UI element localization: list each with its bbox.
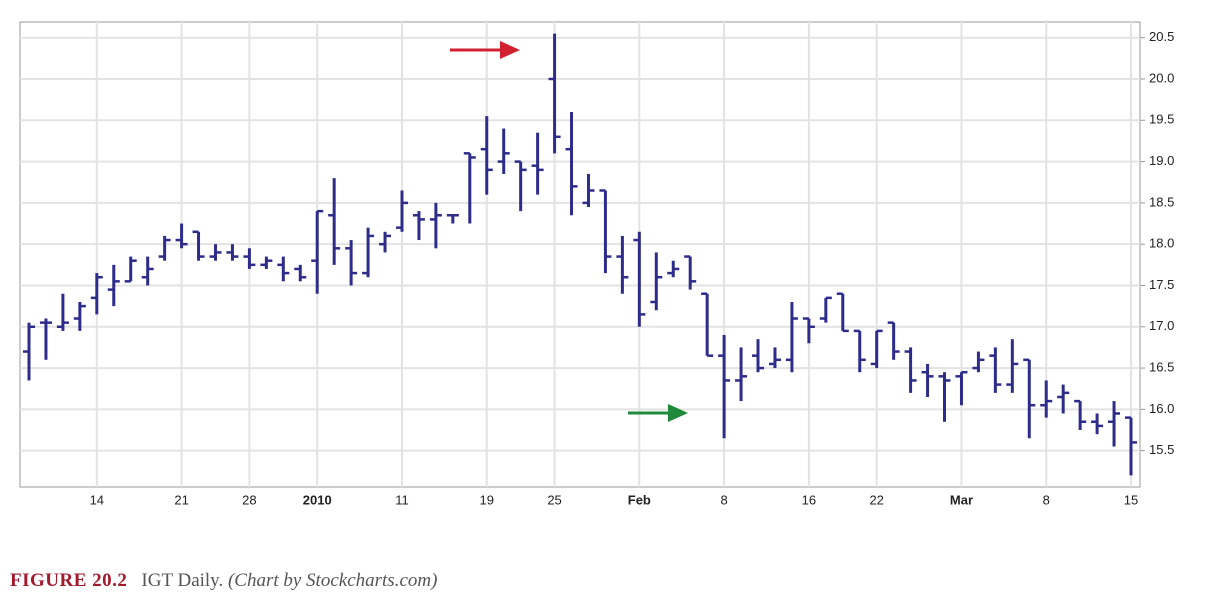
x-tick-label: 14 — [90, 492, 104, 507]
figure-title: IGT Daily. — [141, 570, 224, 591]
chart: 15.5 16.0 16.5 17.0 17.5 18.0 18.5 19.0 19.5 20.0… — [19, 21, 1174, 507]
y-tick-label: 17.5 — [1149, 277, 1174, 292]
x-tick-label: Feb — [628, 492, 651, 507]
x-tick-label: Mar — [950, 492, 973, 507]
y-tick-label: 18.0 — [1149, 236, 1174, 251]
y-tick-label: 16.5 — [1149, 360, 1174, 375]
y-tick-label: 19.5 — [1149, 112, 1174, 127]
x-tick-label: 15 — [1124, 492, 1138, 507]
y-tick-label: 18.5 — [1149, 194, 1174, 209]
y-tick-label: 15.5 — [1149, 442, 1174, 457]
x-tick-label: 22 — [869, 492, 883, 507]
y-tick-label: 16.0 — [1149, 401, 1174, 416]
x-tick-label: 8 — [1043, 492, 1050, 507]
figure-label: FIGURE 20.2 — [10, 570, 128, 591]
x-tick-label: 21 — [174, 492, 188, 507]
figure-credit: (Chart by Stockcharts.com) — [227, 570, 438, 591]
y-tick-label: 20.5 — [1149, 29, 1174, 44]
x-tick-label: 2010 — [303, 492, 332, 507]
green-arrow — [628, 404, 688, 422]
grid — [20, 22, 1145, 487]
plot-frame — [19, 21, 1141, 488]
x-tick-label: 25 — [547, 492, 561, 507]
y-tick-label: 20.0 — [1149, 70, 1174, 85]
y-tick-label: 19.0 — [1149, 153, 1174, 168]
x-tick-label: 28 — [242, 492, 256, 507]
arrow-head — [500, 41, 520, 59]
x-tick-label: 11 — [395, 492, 409, 507]
x-tick-label: 16 — [802, 492, 816, 507]
caption: FIGURE 20.2 IGT Daily. (Chart by Stockcha… — [10, 570, 437, 592]
x-tick-label: 19 — [480, 492, 494, 507]
x-tick-label: 8 — [720, 492, 727, 507]
arrow-head — [668, 404, 688, 422]
y-tick-label: 17.0 — [1149, 318, 1174, 333]
red-arrow — [450, 41, 520, 59]
bars — [23, 33, 1137, 476]
